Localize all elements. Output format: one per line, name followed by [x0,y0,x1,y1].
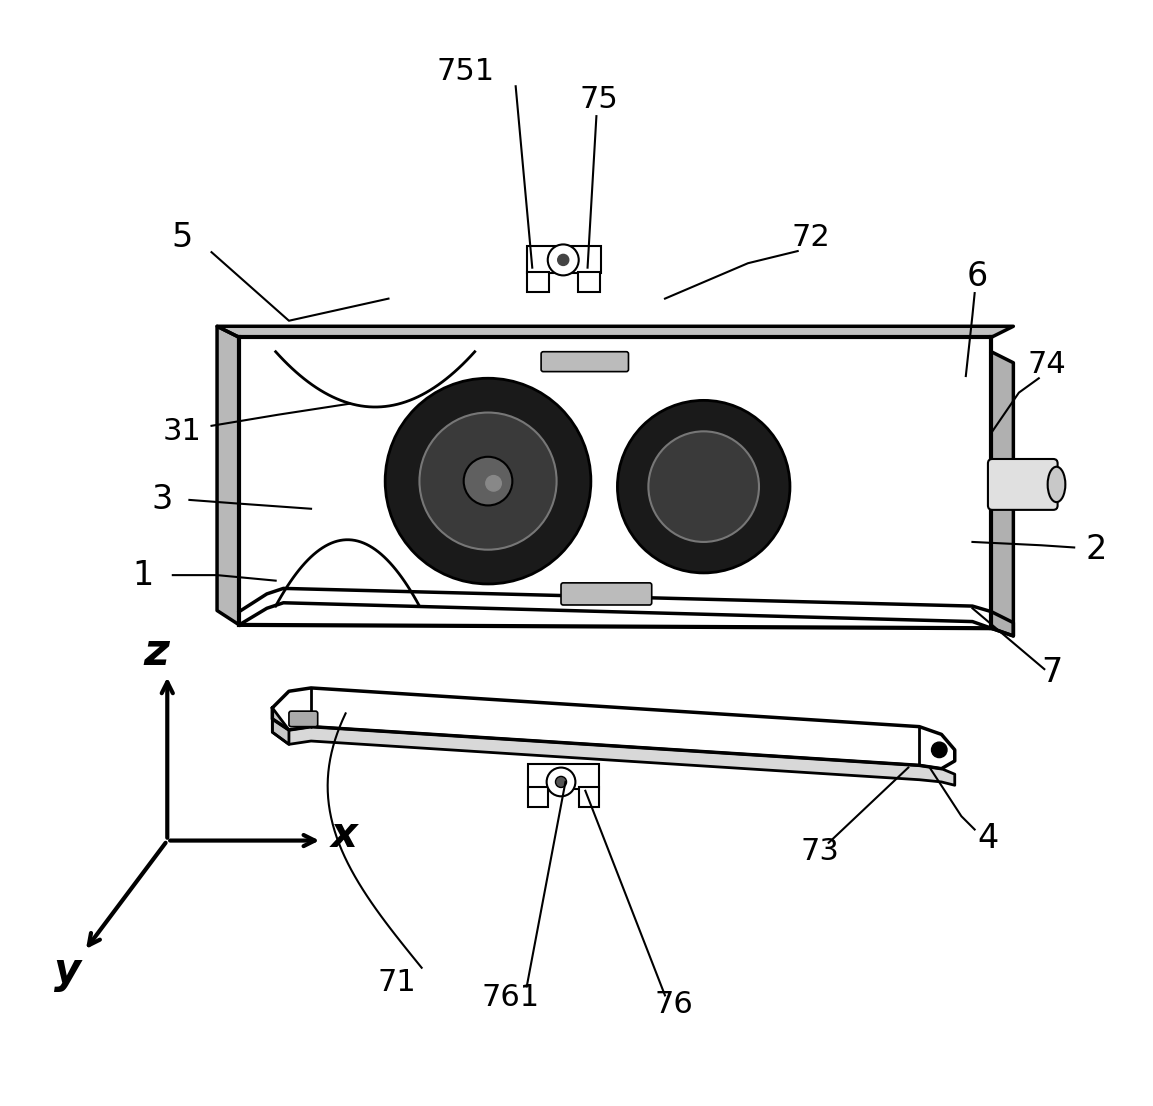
Ellipse shape [1048,467,1065,502]
Text: 1: 1 [133,559,153,592]
Bar [528,787,548,807]
FancyBboxPatch shape [562,583,651,605]
Text: 6: 6 [966,260,987,293]
Polygon shape [272,708,289,744]
Bar [527,246,601,273]
Text: 75: 75 [579,85,618,114]
Text: 2: 2 [1086,533,1107,566]
Polygon shape [272,688,955,769]
Text: 31: 31 [163,417,201,446]
Text: 72: 72 [792,223,830,252]
Bar [579,787,598,807]
Circle shape [485,476,502,491]
Polygon shape [239,337,992,628]
Bar [527,272,549,292]
Polygon shape [992,352,1013,636]
Text: 761: 761 [481,983,540,1012]
Text: 5: 5 [171,221,193,254]
Text: 71: 71 [378,968,416,997]
Text: x: x [331,814,357,856]
Circle shape [556,776,566,787]
Circle shape [932,742,947,758]
FancyBboxPatch shape [289,711,318,727]
Text: 76: 76 [655,990,693,1019]
Polygon shape [217,326,1013,337]
Text: 751: 751 [437,58,495,86]
Polygon shape [239,588,1013,636]
Circle shape [617,400,790,573]
Text: 3: 3 [151,483,173,517]
Bar [578,272,600,292]
Circle shape [648,431,759,542]
Polygon shape [217,326,239,625]
FancyBboxPatch shape [541,352,628,372]
Circle shape [385,378,590,584]
Circle shape [420,413,557,550]
Bar [528,764,598,789]
Text: z: z [143,632,169,674]
Text: y: y [54,950,82,992]
Text: 7: 7 [1041,656,1063,689]
FancyBboxPatch shape [988,459,1057,510]
Text: 74: 74 [1027,351,1065,379]
Text: 4: 4 [978,822,998,855]
Circle shape [464,457,512,505]
Circle shape [558,254,568,265]
Text: 73: 73 [800,837,839,866]
Polygon shape [272,719,955,785]
Circle shape [548,244,579,275]
Circle shape [547,768,575,796]
